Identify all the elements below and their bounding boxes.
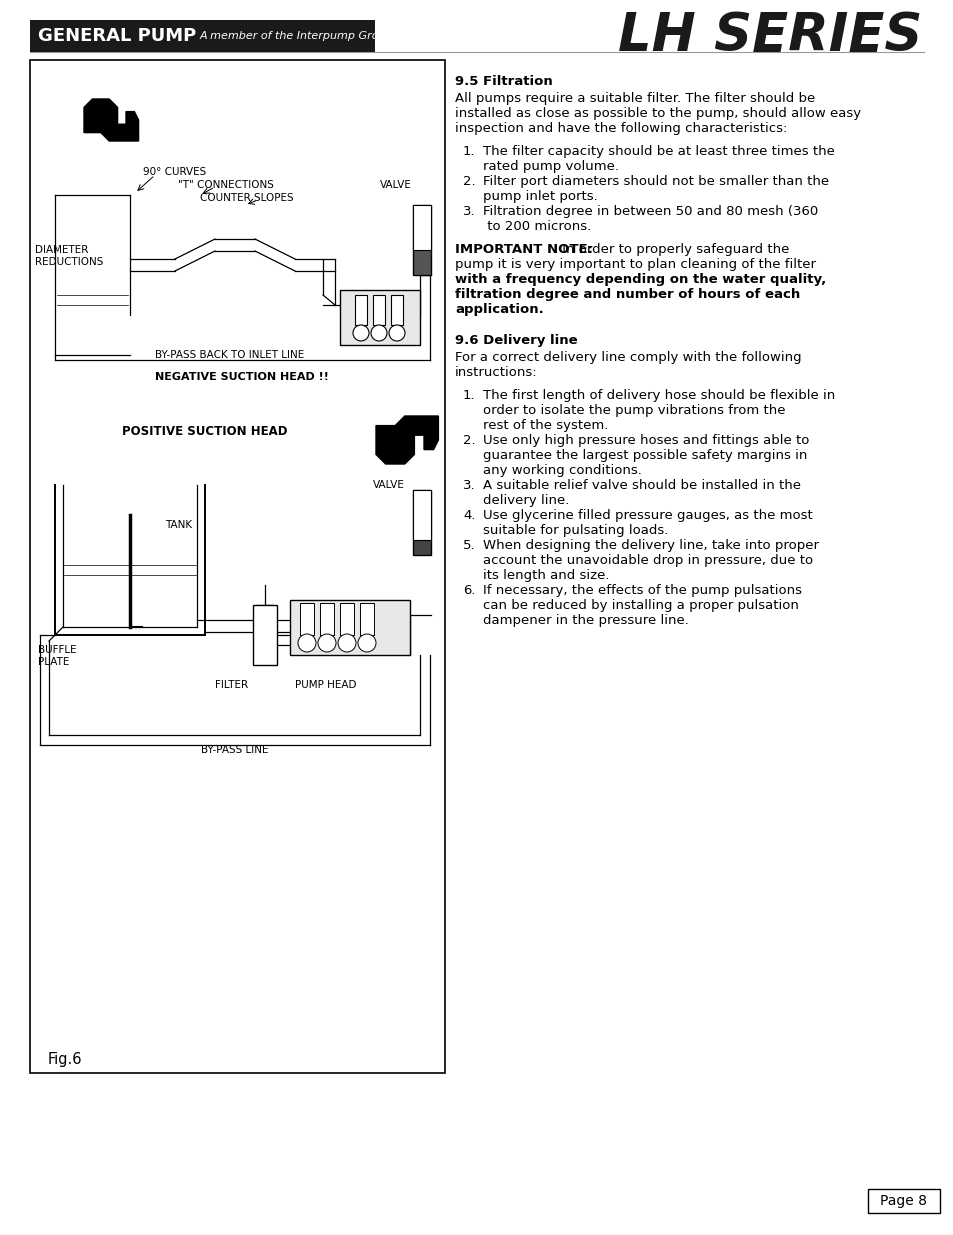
Text: suitable for pulsating loads.: suitable for pulsating loads. bbox=[482, 524, 668, 537]
Bar bbox=[355, 295, 367, 325]
Text: GENERAL PUMP: GENERAL PUMP bbox=[38, 27, 196, 44]
Text: 3.: 3. bbox=[462, 479, 476, 492]
Bar bbox=[867, 1189, 939, 1213]
Text: inspection and have the following characteristics:: inspection and have the following charac… bbox=[455, 122, 786, 135]
Text: 1.: 1. bbox=[462, 144, 476, 158]
Text: All pumps require a suitable filter. The filter should be: All pumps require a suitable filter. The… bbox=[455, 91, 815, 105]
Text: BUFFLE: BUFFLE bbox=[38, 645, 76, 655]
Text: "T" CONNECTIONS: "T" CONNECTIONS bbox=[178, 180, 274, 190]
Text: 1.: 1. bbox=[462, 389, 476, 403]
Text: Page 8: Page 8 bbox=[880, 1194, 926, 1208]
Text: 2.: 2. bbox=[462, 433, 476, 447]
Text: VALVE: VALVE bbox=[379, 180, 412, 190]
Text: guarantee the largest possible safety margins in: guarantee the largest possible safety ma… bbox=[482, 450, 806, 462]
Bar bbox=[413, 490, 431, 555]
Text: 3.: 3. bbox=[462, 205, 476, 219]
Text: TANK: TANK bbox=[165, 520, 192, 530]
Text: FILTER: FILTER bbox=[214, 680, 248, 690]
Polygon shape bbox=[84, 99, 138, 141]
Circle shape bbox=[297, 634, 315, 652]
Text: delivery line.: delivery line. bbox=[482, 494, 569, 508]
Text: rest of the system.: rest of the system. bbox=[482, 419, 608, 432]
Text: 2.: 2. bbox=[462, 175, 476, 188]
Text: If necessary, the effects of the pump pulsations: If necessary, the effects of the pump pu… bbox=[482, 584, 801, 597]
Text: POSITIVE SUCTION HEAD: POSITIVE SUCTION HEAD bbox=[122, 425, 288, 438]
Text: 90° CURVES: 90° CURVES bbox=[143, 167, 206, 177]
Circle shape bbox=[337, 634, 355, 652]
Bar bbox=[413, 205, 431, 275]
Bar bbox=[373, 295, 385, 325]
Text: COUNTER SLOPES: COUNTER SLOPES bbox=[200, 193, 294, 203]
Text: DIAMETER: DIAMETER bbox=[35, 245, 89, 254]
Polygon shape bbox=[375, 416, 438, 464]
Text: In order to properly safeguard the: In order to properly safeguard the bbox=[558, 243, 788, 256]
Text: For a correct delivery line comply with the following: For a correct delivery line comply with … bbox=[455, 351, 801, 364]
Text: Use glycerine filled pressure gauges, as the most: Use glycerine filled pressure gauges, as… bbox=[482, 509, 812, 522]
Text: installed as close as possible to the pump, should allow easy: installed as close as possible to the pu… bbox=[455, 107, 861, 120]
Text: BY-PASS LINE: BY-PASS LINE bbox=[201, 745, 269, 755]
Text: A suitable relief valve should be installed in the: A suitable relief valve should be instal… bbox=[482, 479, 801, 492]
Bar bbox=[290, 600, 410, 655]
Text: application.: application. bbox=[455, 303, 543, 316]
Text: pump inlet ports.: pump inlet ports. bbox=[482, 190, 598, 203]
Text: 6.: 6. bbox=[462, 584, 475, 597]
Text: pump it is very important to plan cleaning of the filter: pump it is very important to plan cleani… bbox=[455, 258, 815, 270]
Text: 4.: 4. bbox=[462, 509, 475, 522]
Text: PLATE: PLATE bbox=[38, 657, 70, 667]
Bar bbox=[359, 603, 374, 635]
Circle shape bbox=[317, 634, 335, 652]
Text: When designing the delivery line, take into proper: When designing the delivery line, take i… bbox=[482, 538, 818, 552]
Text: account the unavoidable drop in pressure, due to: account the unavoidable drop in pressure… bbox=[482, 555, 812, 567]
Text: BY-PASS BACK TO INLET LINE: BY-PASS BACK TO INLET LINE bbox=[155, 350, 304, 359]
Text: Filter port diameters should not be smaller than the: Filter port diameters should not be smal… bbox=[482, 175, 828, 188]
Text: Filtration degree in between 50 and 80 mesh (360: Filtration degree in between 50 and 80 m… bbox=[482, 205, 818, 219]
Text: PUMP HEAD: PUMP HEAD bbox=[294, 680, 356, 690]
Circle shape bbox=[353, 325, 369, 341]
Text: REDUCTIONS: REDUCTIONS bbox=[35, 257, 103, 267]
Text: The first length of delivery hose should be flexible in: The first length of delivery hose should… bbox=[482, 389, 835, 403]
Text: 5.: 5. bbox=[462, 538, 476, 552]
Circle shape bbox=[389, 325, 405, 341]
Bar bbox=[339, 290, 419, 345]
Bar bbox=[413, 490, 431, 540]
Bar bbox=[30, 20, 375, 52]
Text: rated pump volume.: rated pump volume. bbox=[482, 161, 618, 173]
Text: can be reduced by installing a proper pulsation: can be reduced by installing a proper pu… bbox=[482, 599, 798, 613]
Text: IMPORTANT NOTE:: IMPORTANT NOTE: bbox=[455, 243, 593, 256]
Bar bbox=[391, 295, 402, 325]
Bar bbox=[319, 603, 334, 635]
Text: Use only high pressure hoses and fittings able to: Use only high pressure hoses and fitting… bbox=[482, 433, 808, 447]
Text: instructions:: instructions: bbox=[455, 366, 537, 379]
Circle shape bbox=[357, 634, 375, 652]
Bar bbox=[30, 61, 444, 1073]
Text: its length and size.: its length and size. bbox=[482, 569, 609, 582]
Circle shape bbox=[371, 325, 387, 341]
Text: LH SERIES: LH SERIES bbox=[617, 10, 921, 62]
Text: NEGATIVE SUCTION HEAD !!: NEGATIVE SUCTION HEAD !! bbox=[154, 372, 329, 382]
Text: to 200 microns.: to 200 microns. bbox=[482, 220, 591, 233]
Bar bbox=[253, 605, 276, 664]
Bar bbox=[299, 603, 314, 635]
Text: The filter capacity should be at least three times the: The filter capacity should be at least t… bbox=[482, 144, 834, 158]
Text: A member of the Interpump Group: A member of the Interpump Group bbox=[200, 31, 394, 41]
Text: any working conditions.: any working conditions. bbox=[482, 464, 641, 477]
Text: VALVE: VALVE bbox=[373, 480, 404, 490]
Text: order to isolate the pump vibrations from the: order to isolate the pump vibrations fro… bbox=[482, 404, 784, 417]
Text: 9.6 Delivery line: 9.6 Delivery line bbox=[455, 333, 577, 347]
Bar bbox=[413, 205, 431, 249]
Text: Fig.6: Fig.6 bbox=[48, 1052, 82, 1067]
Text: 9.5 Filtration: 9.5 Filtration bbox=[455, 75, 552, 88]
Bar bbox=[339, 603, 354, 635]
Text: filtration degree and number of hours of each: filtration degree and number of hours of… bbox=[455, 288, 800, 301]
Text: with a frequency depending on the water quality,: with a frequency depending on the water … bbox=[455, 273, 825, 287]
Text: dampener in the pressure line.: dampener in the pressure line. bbox=[482, 614, 688, 627]
